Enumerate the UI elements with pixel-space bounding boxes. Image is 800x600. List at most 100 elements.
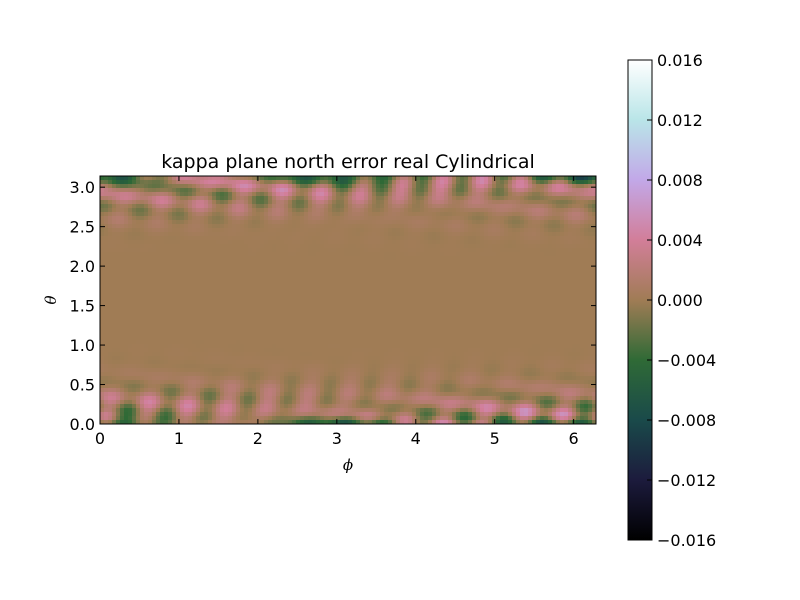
heat-cell xyxy=(240,188,245,193)
heat-cell xyxy=(556,312,561,317)
heat-cell xyxy=(172,200,177,205)
heat-cell xyxy=(120,284,125,289)
heat-cell xyxy=(220,284,225,289)
heat-cell xyxy=(232,204,237,209)
heat-cell xyxy=(428,248,433,253)
heat-cell xyxy=(120,244,125,249)
heat-cell xyxy=(348,224,353,229)
heat-cell xyxy=(128,216,133,221)
heat-cell xyxy=(308,248,313,253)
heat-cell xyxy=(224,256,229,261)
heat-cell xyxy=(436,296,441,301)
heat-cell xyxy=(460,236,465,241)
heat-cell xyxy=(240,248,245,253)
heat-cell xyxy=(328,200,333,205)
heat-cell xyxy=(404,300,409,305)
heat-cell xyxy=(500,196,505,201)
heat-cell xyxy=(284,284,289,289)
heat-cell xyxy=(528,204,533,209)
heat-cell xyxy=(292,300,297,305)
heat-cell xyxy=(324,268,329,273)
heat-cell xyxy=(236,272,241,277)
heat-cell xyxy=(524,288,529,293)
heat-cell xyxy=(380,188,385,193)
heat-cell xyxy=(368,312,373,317)
heat-cell xyxy=(468,312,473,317)
heat-cell xyxy=(372,228,377,233)
heat-cell xyxy=(516,212,521,217)
heat-cell xyxy=(332,180,337,185)
heat-cell xyxy=(144,252,149,257)
heat-cell xyxy=(156,220,161,225)
heat-cell xyxy=(204,212,209,217)
heat-cell xyxy=(468,284,473,289)
heat-cell xyxy=(180,208,185,213)
heat-cell xyxy=(212,336,217,341)
heat-cell xyxy=(268,256,273,261)
heat-cell xyxy=(336,180,341,185)
heat-cell xyxy=(388,328,393,333)
heat-cell xyxy=(164,320,169,325)
heat-cell xyxy=(132,300,137,305)
heat-cell xyxy=(196,200,201,205)
heat-cell xyxy=(208,336,213,341)
heat-cell xyxy=(228,320,233,325)
heat-cell xyxy=(344,272,349,277)
heat-cell xyxy=(112,268,117,273)
heat-cell xyxy=(148,220,153,225)
heat-cell xyxy=(204,304,209,309)
heat-cell xyxy=(420,328,425,333)
heat-cell xyxy=(396,328,401,333)
heat-cell xyxy=(132,284,137,289)
heat-cell xyxy=(328,208,333,213)
heat-cell xyxy=(540,264,545,269)
heat-cell xyxy=(272,300,277,305)
heat-cell xyxy=(244,180,249,185)
heat-cell xyxy=(572,236,577,241)
heat-cell xyxy=(396,196,401,201)
heat-cell xyxy=(452,248,457,253)
heat-cell xyxy=(400,248,405,253)
heat-cell xyxy=(304,268,309,273)
heat-cell xyxy=(540,260,545,265)
heat-cell xyxy=(464,188,469,193)
heat-cell xyxy=(392,240,397,245)
heat-cell xyxy=(200,280,205,285)
heat-cell xyxy=(400,288,405,293)
heat-cell xyxy=(164,280,169,285)
heat-cell xyxy=(464,296,469,301)
heat-cell xyxy=(228,332,233,337)
heat-cell xyxy=(280,280,285,285)
heat-cell xyxy=(100,188,105,193)
heat-cell xyxy=(100,204,105,209)
heat-cell xyxy=(356,180,361,185)
heat-cell xyxy=(500,300,505,305)
heat-cell xyxy=(244,224,249,229)
heat-cell xyxy=(292,268,297,273)
heat-cell xyxy=(456,232,461,237)
heat-cell xyxy=(224,200,229,205)
heat-cell xyxy=(480,264,485,269)
heat-cell xyxy=(572,176,577,181)
heat-cell xyxy=(468,256,473,261)
heat-cell xyxy=(396,224,401,229)
heat-cell xyxy=(404,188,409,193)
heat-cell xyxy=(260,236,265,241)
heat-cell xyxy=(252,272,257,277)
heat-cell xyxy=(180,196,185,201)
heat-cell xyxy=(184,324,189,329)
heat-cell xyxy=(504,192,509,197)
heat-cell xyxy=(368,220,373,225)
heat-cell xyxy=(512,188,517,193)
heat-cell xyxy=(104,212,109,217)
heat-cell xyxy=(164,240,169,245)
heat-cell xyxy=(572,272,577,277)
heat-cell xyxy=(484,192,489,197)
heat-cell xyxy=(444,212,449,217)
heat-cell xyxy=(404,320,409,325)
heat-cell xyxy=(404,208,409,213)
heat-cell xyxy=(212,196,217,201)
heat-cell xyxy=(324,180,329,185)
heat-cell xyxy=(224,180,229,185)
heat-cell xyxy=(572,280,577,285)
